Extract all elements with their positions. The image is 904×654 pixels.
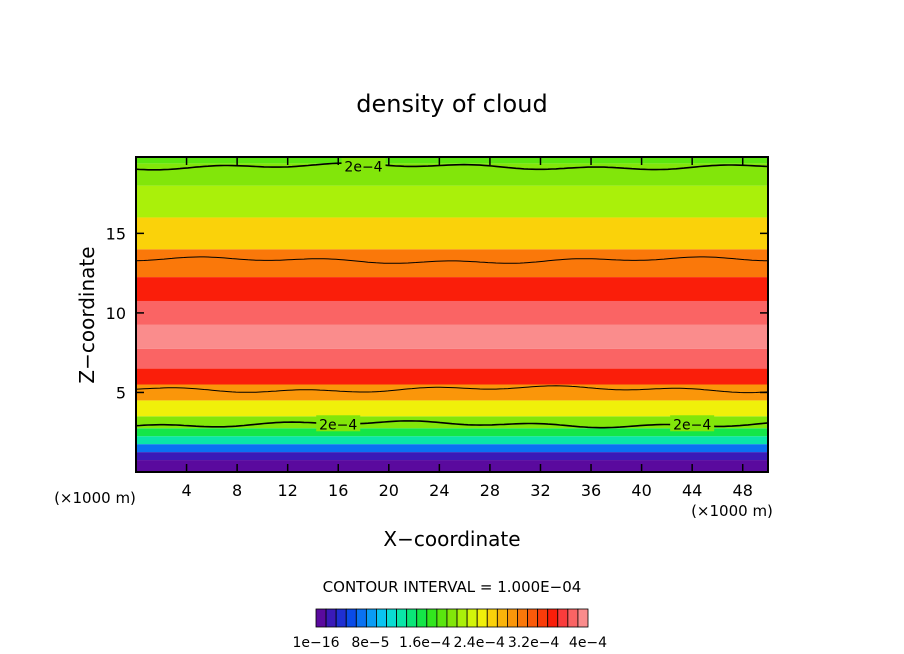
colorbar-swatch bbox=[345, 608, 357, 628]
colorbar-swatch bbox=[436, 608, 448, 628]
colorbar-swatch bbox=[567, 608, 579, 628]
x-unit-right: (×1000 m) bbox=[691, 502, 773, 520]
contour-label: 2e−4 bbox=[344, 160, 382, 176]
colorbar-swatch bbox=[315, 608, 327, 628]
contour-line bbox=[136, 256, 768, 264]
colorbar-swatch bbox=[486, 608, 498, 628]
colorbar-swatch bbox=[577, 608, 589, 628]
contour-label: 2e−4 bbox=[673, 417, 711, 433]
colorbar-swatch bbox=[456, 608, 468, 628]
contour-label: 2e−4 bbox=[319, 417, 357, 433]
color-band bbox=[136, 384, 768, 401]
colorbar-label: 4e−4 bbox=[569, 635, 607, 651]
contour-line bbox=[136, 385, 768, 394]
colorbar-swatch bbox=[466, 608, 478, 628]
x-axis-label: X−coordinate bbox=[383, 527, 520, 551]
x-tick-label: 4 bbox=[181, 481, 191, 500]
contour-label-bg bbox=[316, 415, 361, 432]
colorbar-swatch bbox=[476, 608, 488, 628]
x-tick-label: 44 bbox=[682, 481, 702, 500]
contour-lines: 2e−4 2e−4 2e−4 bbox=[136, 157, 768, 433]
colorbar-label: 8e−5 bbox=[351, 635, 389, 651]
color-band bbox=[136, 157, 768, 164]
colorbar-swatch bbox=[446, 608, 458, 628]
contour-label-bg bbox=[670, 415, 715, 432]
colorbar-swatch bbox=[416, 608, 428, 628]
colorbar-swatch bbox=[507, 608, 518, 628]
colorbar-swatch bbox=[426, 608, 438, 628]
x-tick-label: 24 bbox=[429, 481, 449, 500]
colorbar-swatch bbox=[335, 608, 347, 628]
colorbar-swatch bbox=[406, 608, 418, 628]
colorbar-swatch bbox=[355, 608, 367, 628]
x-unit-left: (×1000 m) bbox=[54, 489, 136, 507]
colorbar-swatch bbox=[396, 608, 408, 628]
color-band bbox=[136, 436, 768, 445]
y-tick-label: 10 bbox=[106, 304, 126, 323]
colorbar-swatch bbox=[365, 608, 377, 628]
color-band bbox=[136, 368, 768, 385]
x-tick-label: 20 bbox=[379, 481, 399, 500]
colorbar-label: 3.2e−4 bbox=[508, 635, 560, 651]
x-tick-label: 16 bbox=[328, 481, 348, 500]
color-band bbox=[136, 324, 768, 349]
y-tick-label: 15 bbox=[106, 224, 126, 243]
colorbar-swatch bbox=[376, 608, 387, 628]
x-tick-label: 32 bbox=[530, 481, 550, 500]
x-tick-label: 40 bbox=[631, 481, 651, 500]
contour-line bbox=[136, 420, 768, 429]
color-band bbox=[136, 277, 768, 301]
x-tick-label: 48 bbox=[733, 481, 753, 500]
contour-line bbox=[136, 162, 768, 171]
x-axis-ticks: 4 8 12 16 20 24 28 32 36 40 44 48 bbox=[181, 157, 753, 500]
colorbar-swatch bbox=[547, 608, 559, 628]
colorbar-swatch bbox=[537, 608, 549, 628]
x-tick-label: 36 bbox=[581, 481, 601, 500]
color-bands bbox=[136, 157, 768, 472]
color-band bbox=[136, 300, 768, 325]
colorbar-labels: 1e−16 8e−5 1.6e−4 2.4e−4 3.2e−4 4e−4 bbox=[292, 635, 607, 651]
colorbar-swatch bbox=[325, 608, 337, 628]
plot-frame bbox=[135, 156, 769, 473]
x-tick-label: 8 bbox=[232, 481, 242, 500]
colorbar-label: 1.6e−4 bbox=[399, 635, 451, 651]
color-band bbox=[136, 400, 768, 417]
colorbar-swatch bbox=[496, 608, 508, 628]
colorbar-swatch bbox=[517, 608, 528, 628]
colorbar-label: 1e−16 bbox=[292, 635, 339, 651]
y-axis-label: Z−coordinate bbox=[75, 246, 99, 383]
contour-interval-text: CONTOUR INTERVAL = 1.000E−04 bbox=[323, 578, 582, 596]
color-band bbox=[136, 185, 768, 218]
colorbar-swatch bbox=[527, 608, 539, 628]
color-band bbox=[136, 163, 768, 186]
x-tick-label: 12 bbox=[278, 481, 298, 500]
x-tick-label: 28 bbox=[480, 481, 500, 500]
colorbar bbox=[315, 608, 589, 628]
color-band bbox=[136, 444, 768, 453]
color-band bbox=[136, 428, 768, 437]
y-tick-label: 5 bbox=[116, 383, 126, 402]
color-band bbox=[136, 452, 768, 461]
color-band bbox=[136, 249, 768, 278]
color-band bbox=[136, 416, 768, 429]
contour-label-bg bbox=[341, 157, 386, 174]
color-band bbox=[136, 217, 768, 250]
color-band bbox=[136, 348, 768, 369]
colorbar-swatch bbox=[557, 608, 569, 628]
y-axis-ticks: 5 10 15 bbox=[106, 224, 768, 402]
plot-area: 2e−4 2e−4 2e−4 bbox=[135, 156, 769, 473]
colorbar-label: 2.4e−4 bbox=[453, 635, 505, 651]
chart-title: density of cloud bbox=[356, 90, 547, 118]
colorbar-swatch bbox=[386, 608, 397, 628]
color-band bbox=[136, 460, 768, 472]
